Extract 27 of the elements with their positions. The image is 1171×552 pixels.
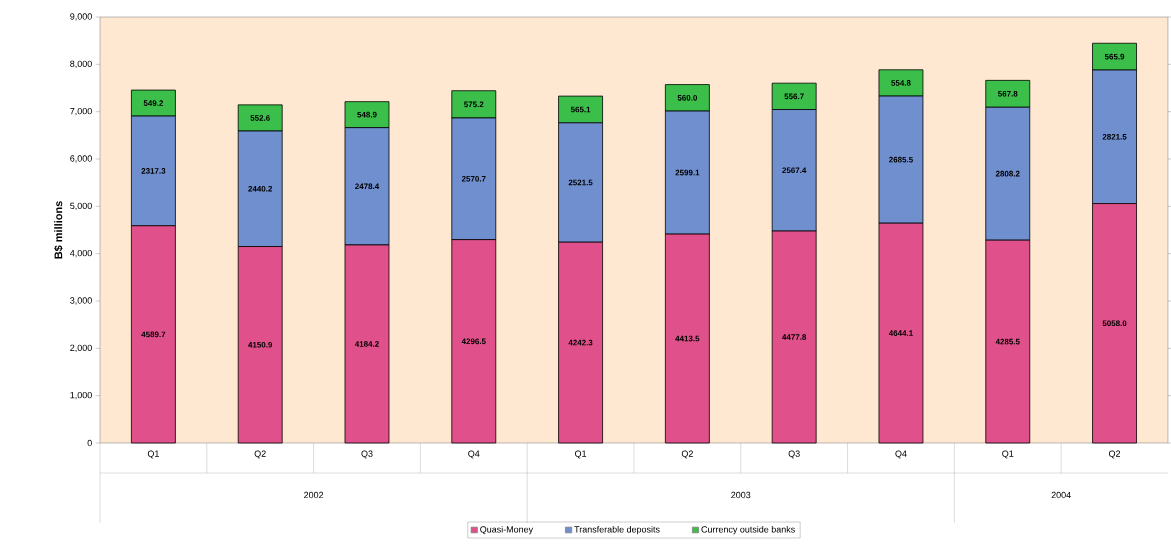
legend-label: Currency outside banks xyxy=(701,525,795,535)
legend-label: Quasi-Money xyxy=(480,525,534,535)
text: 2003 xyxy=(731,491,751,499)
legend-label: Transferable deposits xyxy=(574,525,660,535)
y-tick-label: 3,000 xyxy=(70,297,92,305)
y-tick-label: 0 xyxy=(87,439,92,447)
x-tick-label: Q3 xyxy=(788,450,800,459)
x-tick-label: Q1 xyxy=(575,450,587,459)
x-tick-label: Q2 xyxy=(681,450,693,459)
x-tick-label: Q4 xyxy=(895,450,907,459)
x-tick-label: Q1 xyxy=(1002,450,1014,459)
y-axis-title: B$ millions xyxy=(54,201,63,259)
y-tick-label: 4,000 xyxy=(70,249,92,258)
text: 2004 xyxy=(1051,491,1071,499)
x-tick-label: Q4 xyxy=(468,450,480,459)
y-tick-label: 9,000 xyxy=(70,13,92,21)
y-tick-label: 2,000 xyxy=(70,344,92,353)
x-tick-label: Q1 xyxy=(147,450,159,459)
x-tick-label: Q2 xyxy=(1108,450,1121,459)
y-tick-label: 6,000 xyxy=(70,155,92,163)
x-tick-label: Q3 xyxy=(361,450,373,459)
y-tick-label: 7,000 xyxy=(70,107,92,116)
y-tick-label: 8,000 xyxy=(70,60,92,69)
y-tick-label: 1,000 xyxy=(70,391,92,400)
x-tick-label: Q2 xyxy=(254,450,266,459)
text: 2002 xyxy=(304,491,324,499)
y-tick-label: 5,000 xyxy=(70,202,92,211)
